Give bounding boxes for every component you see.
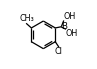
Text: OH: OH [64,12,76,21]
Text: Cl: Cl [55,47,62,56]
Text: OH: OH [65,29,78,38]
Text: B: B [61,22,67,31]
Text: CH₃: CH₃ [19,14,34,23]
